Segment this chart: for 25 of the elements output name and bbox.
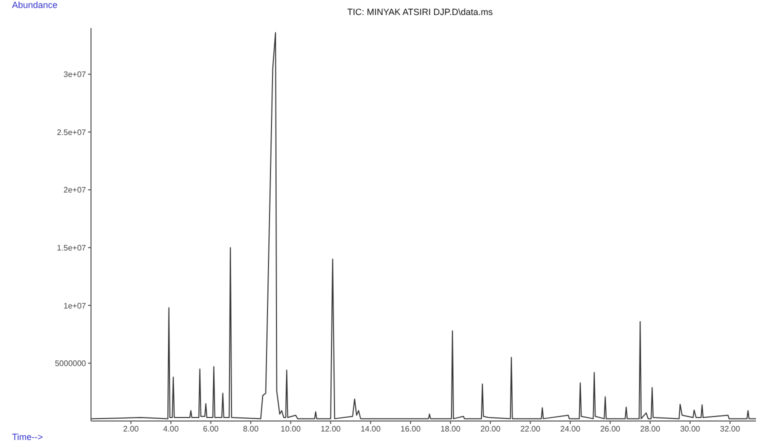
y-tick-label: 2.5e+07	[56, 128, 87, 137]
x-tick-label: 22.00	[520, 424, 541, 434]
x-tick-label: 6.00	[203, 424, 220, 434]
chart-title: TIC: MINYAK ATSIRI DJP.D\data.ms	[346, 7, 494, 17]
x-tick-label: 26.00	[600, 424, 621, 434]
y-tick-label: 2e+07	[64, 186, 87, 195]
x-axis-title: Time-->	[12, 432, 43, 442]
x-tick-label: 18.00	[440, 424, 462, 434]
y-tick-label: 1e+07	[64, 301, 87, 310]
x-tick-label: 2.00	[123, 424, 140, 434]
y-tick-label: 3e+07	[64, 70, 87, 80]
x-tick-label: 24.00	[560, 424, 581, 434]
x-tick-label: 10.00	[280, 424, 302, 434]
x-tick-label: 20.00	[480, 424, 501, 434]
y-tick-label: 1.5e+07	[56, 243, 87, 252]
x-tick-label: 14.00	[360, 424, 382, 434]
y-axis-title: Abundance	[12, 0, 58, 10]
x-tick-label: 16.00	[400, 424, 422, 434]
x-tick-label: 4.00	[163, 424, 180, 434]
x-tick-label: 32.00	[720, 424, 741, 434]
x-tick-label: 8.00	[242, 424, 260, 434]
x-tick-label: 28.00	[640, 424, 661, 434]
y-tick-label: 5000000	[54, 359, 87, 368]
x-tick-label: 12.00	[320, 424, 342, 434]
x-tick-label: 30.00	[680, 424, 701, 434]
